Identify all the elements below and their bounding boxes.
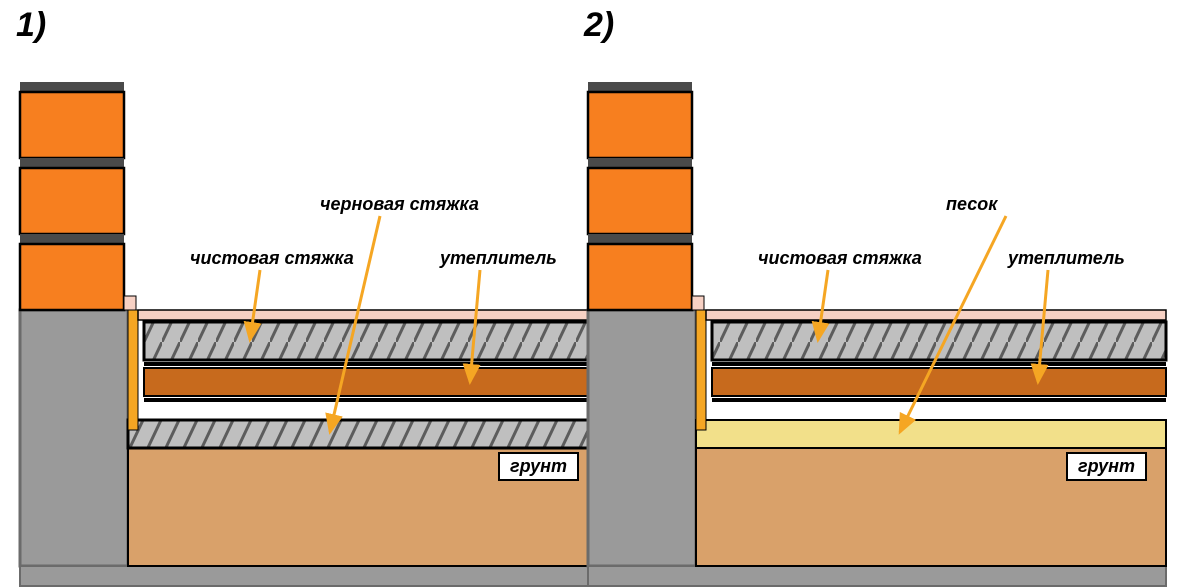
label-ground-p2: грунт <box>1066 452 1147 481</box>
panel-1-number: 1) <box>16 6 46 45</box>
panel2 <box>588 82 1166 586</box>
label-sand-p2: песок <box>946 194 997 215</box>
panel-2-number: 2) <box>584 6 614 45</box>
label-insulation-p2: утеплитель <box>1008 248 1125 269</box>
label-finish-screed-p2: чистовая стяжка <box>758 248 922 269</box>
label-insulation-p1: утеплитель <box>440 248 557 269</box>
label-ground-p1: грунт <box>498 452 579 481</box>
label-rough-screed-p1: черновая стяжка <box>320 194 479 215</box>
label-finish-screed-p1: чистовая стяжка <box>190 248 354 269</box>
cross-section-diagram <box>0 0 1200 588</box>
panel1 <box>20 82 598 586</box>
